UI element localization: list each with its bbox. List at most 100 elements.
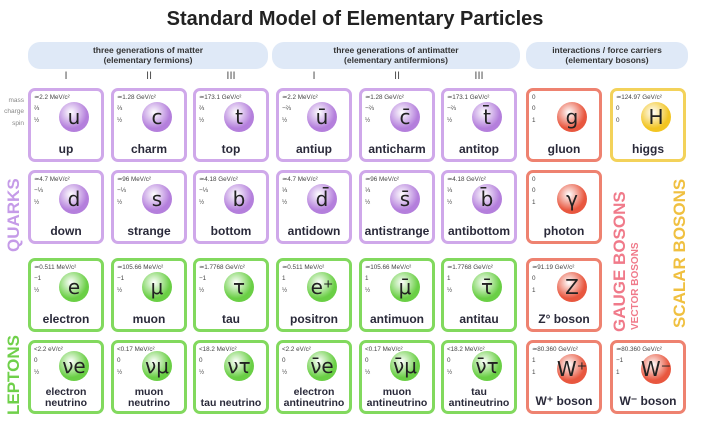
spin-value: 1 (532, 199, 536, 206)
particle-name: antitop (459, 142, 499, 156)
charge-value: −⅓ (199, 187, 208, 194)
spin-value: ½ (365, 287, 371, 294)
spin-value: ½ (199, 287, 205, 294)
particle-name: gluon (547, 142, 581, 156)
mass-value: ≃80.360 GeV/c² (616, 346, 662, 353)
particle-name: electron neutrino (45, 386, 87, 409)
particle-symbol: W⁺ (557, 354, 587, 384)
particle-name: down (50, 224, 82, 238)
mass-value: <2.2 eV/c² (34, 346, 63, 353)
particle-symbol: c̄ (390, 102, 420, 132)
particle-symbol: b̄ (472, 184, 502, 214)
symbol-text: W⁻ (640, 357, 672, 381)
charge-value: 0 (34, 357, 38, 364)
particle-card-antitop: ≃173.1 GeV/c² −⅔ ½ t̄ antitop (441, 88, 517, 162)
symbol-text: t̄ (483, 105, 491, 129)
mass-value: ≃124.97 GeV/c² (616, 94, 662, 101)
particle-name: muon (132, 312, 166, 326)
mass-value: ≃96 MeV/c² (117, 176, 151, 183)
symbol-text: d (67, 187, 81, 211)
spin-value: ½ (447, 117, 453, 124)
charge-value: ⅓ (365, 187, 371, 194)
mass-value: <18.2 MeV/c² (199, 346, 237, 353)
particle-name: tau neutrino (200, 397, 262, 409)
charge-value: −⅔ (365, 105, 374, 112)
particle-card-top: ≃173.1 GeV/c² ⅔ ½ t top (193, 88, 269, 162)
particle-name: tau (222, 312, 240, 326)
symbol-text: μ̄ (398, 275, 412, 299)
particle-name: antistrange (364, 224, 430, 238)
particle-symbol: νμ (142, 351, 172, 381)
row-label-charge: charge (4, 108, 24, 115)
spin-value: ½ (365, 117, 371, 124)
banner-bosons: interactions / force carriers (elementary… (526, 42, 688, 69)
mass-value: 0 (532, 94, 536, 101)
spin-value: ½ (117, 199, 123, 206)
particle-card-antistrange: ≃96 MeV/c² ⅓ ½ s̄ antistrange (359, 170, 435, 244)
particle-name: charm (130, 142, 168, 156)
banner-antimatter: three generations of antimatter (elementa… (272, 42, 520, 69)
particle-symbol: d (59, 184, 89, 214)
particle-card-charm: ≃1.28 GeV/c² ⅔ ½ c charm (111, 88, 187, 162)
symbol-text: s̄ (399, 187, 411, 211)
row-label-spin: spin (12, 120, 24, 127)
particle-card-z-boson: ≃91.19 GeV/c² 0 1 Z Z° boson (526, 258, 602, 332)
mass-value: ≃4.7 MeV/c² (34, 176, 70, 183)
mass-value: ≃1.7768 GeV/c² (199, 264, 245, 271)
mass-value: ≃91.19 GeV/c² (532, 264, 575, 271)
particle-card-antimuon: ≃105.66 MeV/c² 1 ½ μ̄ antimuon (359, 258, 435, 332)
particle-card-tau-antineutrino: <18.2 MeV/c² 0 ½ ν̄τ tau antineutrino (441, 340, 517, 414)
row-label-mass: mass (8, 97, 24, 104)
particle-name: electron antineutrino (283, 386, 345, 409)
particle-symbol: c (142, 102, 172, 132)
particle-symbol: d̄ (307, 184, 337, 214)
particle-name: W⁺ boson (535, 394, 593, 408)
mass-value: ≃96 MeV/c² (365, 176, 399, 183)
particle-card-tau: ≃1.7768 GeV/c² −1 ½ τ tau (193, 258, 269, 332)
particle-name: electron (42, 312, 90, 326)
generation-label: III (474, 70, 484, 82)
scalar-bosons-label: SCALAR BOSONS (670, 178, 689, 328)
particle-card-antitau: ≃1.7768 GeV/c² 1 ½ τ̄ antitau (441, 258, 517, 332)
particle-card-strange: ≃96 MeV/c² −⅓ ½ s strange (111, 170, 187, 244)
particle-card-up: ≃2.2 MeV/c² ⅔ ½ u up (28, 88, 104, 162)
mass-value: ≃4.18 GeV/c² (199, 176, 238, 183)
particle-card-w-boson: ≃80.360 GeV/c² −1 1 W⁻ W⁻ boson (610, 340, 686, 414)
particle-name: antiup (296, 142, 332, 156)
particle-name: photon (543, 224, 585, 238)
symbol-text: b̄ (480, 187, 494, 211)
spin-value: ½ (447, 287, 453, 294)
particle-name: W⁻ boson (619, 394, 677, 408)
symbol-text: d̄ (315, 187, 329, 211)
particle-name: up (58, 142, 74, 156)
charge-value: 1 (282, 275, 286, 282)
symbol-text: ν̄τ (475, 354, 499, 378)
particle-name: muon antineutrino (366, 386, 428, 409)
particle-symbol: μ̄ (390, 272, 420, 302)
particle-symbol: νe (59, 351, 89, 381)
symbol-text: ū (315, 105, 329, 129)
mass-value: <0.17 MeV/c² (117, 346, 155, 353)
spin-value: ½ (117, 117, 123, 124)
spin-value: ½ (365, 369, 371, 376)
particle-card-electron-antineutrino: <2.2 eV/c² 0 ½ ν̄e electron antineutrino (276, 340, 352, 414)
spin-value: ½ (199, 117, 205, 124)
charge-value: 0 (282, 357, 286, 364)
particle-name: higgs (632, 142, 664, 156)
symbol-text: b (232, 187, 246, 211)
mass-value: ≃0.511 MeV/c² (282, 264, 325, 271)
particle-symbol: ν̄τ (472, 351, 502, 381)
charge-value: −1 (117, 275, 125, 282)
charge-value: 0 (616, 105, 620, 112)
particle-symbol: τ̄ (472, 272, 502, 302)
particle-card-photon: 0 0 1 γ photon (526, 170, 602, 244)
particle-symbol: H (641, 102, 671, 132)
leptons-label: LEPTONS (4, 335, 23, 415)
charge-value: 1 (365, 275, 369, 282)
charge-value: ⅔ (199, 105, 205, 112)
symbol-text: γ (566, 187, 578, 211)
particle-name: tau antineutrino (448, 386, 510, 409)
charge-value: 0 (532, 105, 536, 112)
particle-card-anticharm: ≃1.28 GeV/c² −⅔ ½ c̄ anticharm (359, 88, 435, 162)
spin-value: ½ (199, 199, 205, 206)
